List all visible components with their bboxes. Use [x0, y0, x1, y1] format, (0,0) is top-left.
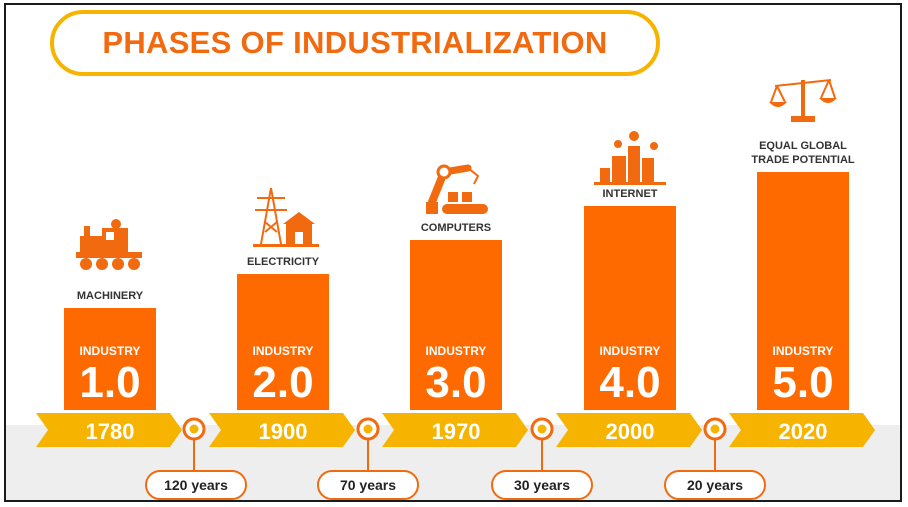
robot-arm-icon	[426, 164, 488, 214]
scale-beam	[774, 79, 832, 87]
connector-dot	[537, 424, 547, 434]
scale-post	[801, 80, 805, 116]
scale-string	[828, 79, 836, 99]
crate	[448, 192, 458, 202]
building	[612, 156, 626, 182]
timeline-arrow	[729, 413, 875, 447]
building	[642, 158, 654, 182]
interval-pill	[491, 470, 593, 500]
train-wheel	[96, 258, 108, 270]
phase-label: INTERNET	[603, 188, 658, 200]
building	[600, 168, 610, 182]
bar-industry-3	[410, 240, 502, 410]
timeline-arrow	[556, 413, 702, 447]
tower-brace	[264, 221, 278, 233]
arm-joint	[436, 164, 452, 180]
timeline-arrow	[382, 413, 528, 447]
year-label: 2020	[779, 419, 828, 444]
year-label: 1970	[432, 419, 481, 444]
bar-value-label: 4.0	[599, 358, 660, 407]
phase-label: COMPUTERS	[421, 222, 491, 234]
interval-pill	[145, 470, 247, 500]
timeline-arrow	[36, 413, 182, 447]
train-chimney	[84, 226, 90, 236]
bar-label: INDUSTRY	[426, 344, 487, 358]
interval-label: 20 years	[687, 477, 743, 493]
bar-value-label: 5.0	[772, 358, 833, 407]
year-label: 1900	[259, 419, 308, 444]
scale-string	[776, 85, 786, 103]
train-wheel	[128, 258, 140, 270]
scale-pan-right	[819, 98, 837, 103]
connector-dot	[710, 424, 720, 434]
smart-city-icon	[594, 131, 666, 185]
train-icon	[76, 219, 142, 270]
interval-pill	[317, 470, 419, 500]
connector-dot	[189, 424, 199, 434]
scale-foot	[791, 116, 815, 122]
conveyor	[442, 204, 488, 214]
train-cab	[102, 228, 128, 252]
power-tower-house-icon	[253, 187, 319, 247]
train-wheel	[80, 258, 92, 270]
ground-line	[594, 182, 666, 185]
phase-label: ELECTRICITY	[247, 256, 320, 268]
scale-string	[770, 85, 778, 103]
scale-pan-left	[769, 102, 787, 107]
bar-label: INDUSTRY	[773, 344, 834, 358]
interval-label: 70 years	[340, 477, 396, 493]
year-label: 2000	[606, 419, 655, 444]
wifi-node	[629, 131, 639, 141]
bar-industry-1	[64, 308, 156, 410]
interval-label: 120 years	[164, 477, 228, 493]
house-roof	[283, 212, 315, 224]
bar-value-label: 2.0	[252, 358, 313, 407]
scale-string	[820, 79, 830, 99]
infographic-frame: PHASES OF INDUSTRIALIZATION INDUSTRY 1.0 M…	[4, 3, 902, 502]
house-door	[295, 232, 303, 244]
ground-line	[253, 244, 319, 247]
bar-industry-4	[584, 206, 676, 410]
crate	[462, 192, 472, 202]
balance-scale-icon	[769, 79, 837, 122]
train-wheel	[112, 258, 124, 270]
interval-pill	[664, 470, 766, 500]
year-label: 1780	[86, 419, 135, 444]
bar-value-label: 3.0	[425, 358, 486, 407]
arm-base	[426, 202, 438, 214]
phase-label: MACHINERY	[77, 290, 144, 302]
bar-label: INDUSTRY	[253, 344, 314, 358]
chart-title: PHASES OF INDUSTRIALIZATION	[102, 25, 608, 60]
connector-dot	[363, 424, 373, 434]
train-boiler	[80, 236, 102, 252]
bar-industry-2	[237, 274, 329, 410]
arm-gripper	[467, 167, 480, 185]
train-window	[106, 232, 114, 240]
bar-label: INDUSTRY	[600, 344, 661, 358]
timeline-arrow	[209, 413, 355, 447]
wifi-node	[650, 142, 658, 150]
industry-chart: INDUSTRY1.0MACHINERYINDUSTRY2.0ELECTRICI…	[36, 79, 875, 500]
train-base	[76, 252, 142, 258]
phase-label: EQUAL GLOBAL	[759, 140, 847, 152]
tower-legs	[260, 187, 282, 245]
interval-label: 30 years	[514, 477, 570, 493]
title-pill: PHASES OF INDUSTRIALIZATION	[50, 10, 660, 76]
building	[628, 146, 640, 182]
phase-label: TRADE POTENTIAL	[751, 154, 855, 166]
bar-value-label: 1.0	[79, 358, 140, 407]
train-driver	[111, 219, 121, 229]
bar-label: INDUSTRY	[80, 344, 141, 358]
bar-industry-5	[757, 172, 849, 410]
wifi-node	[614, 140, 622, 148]
